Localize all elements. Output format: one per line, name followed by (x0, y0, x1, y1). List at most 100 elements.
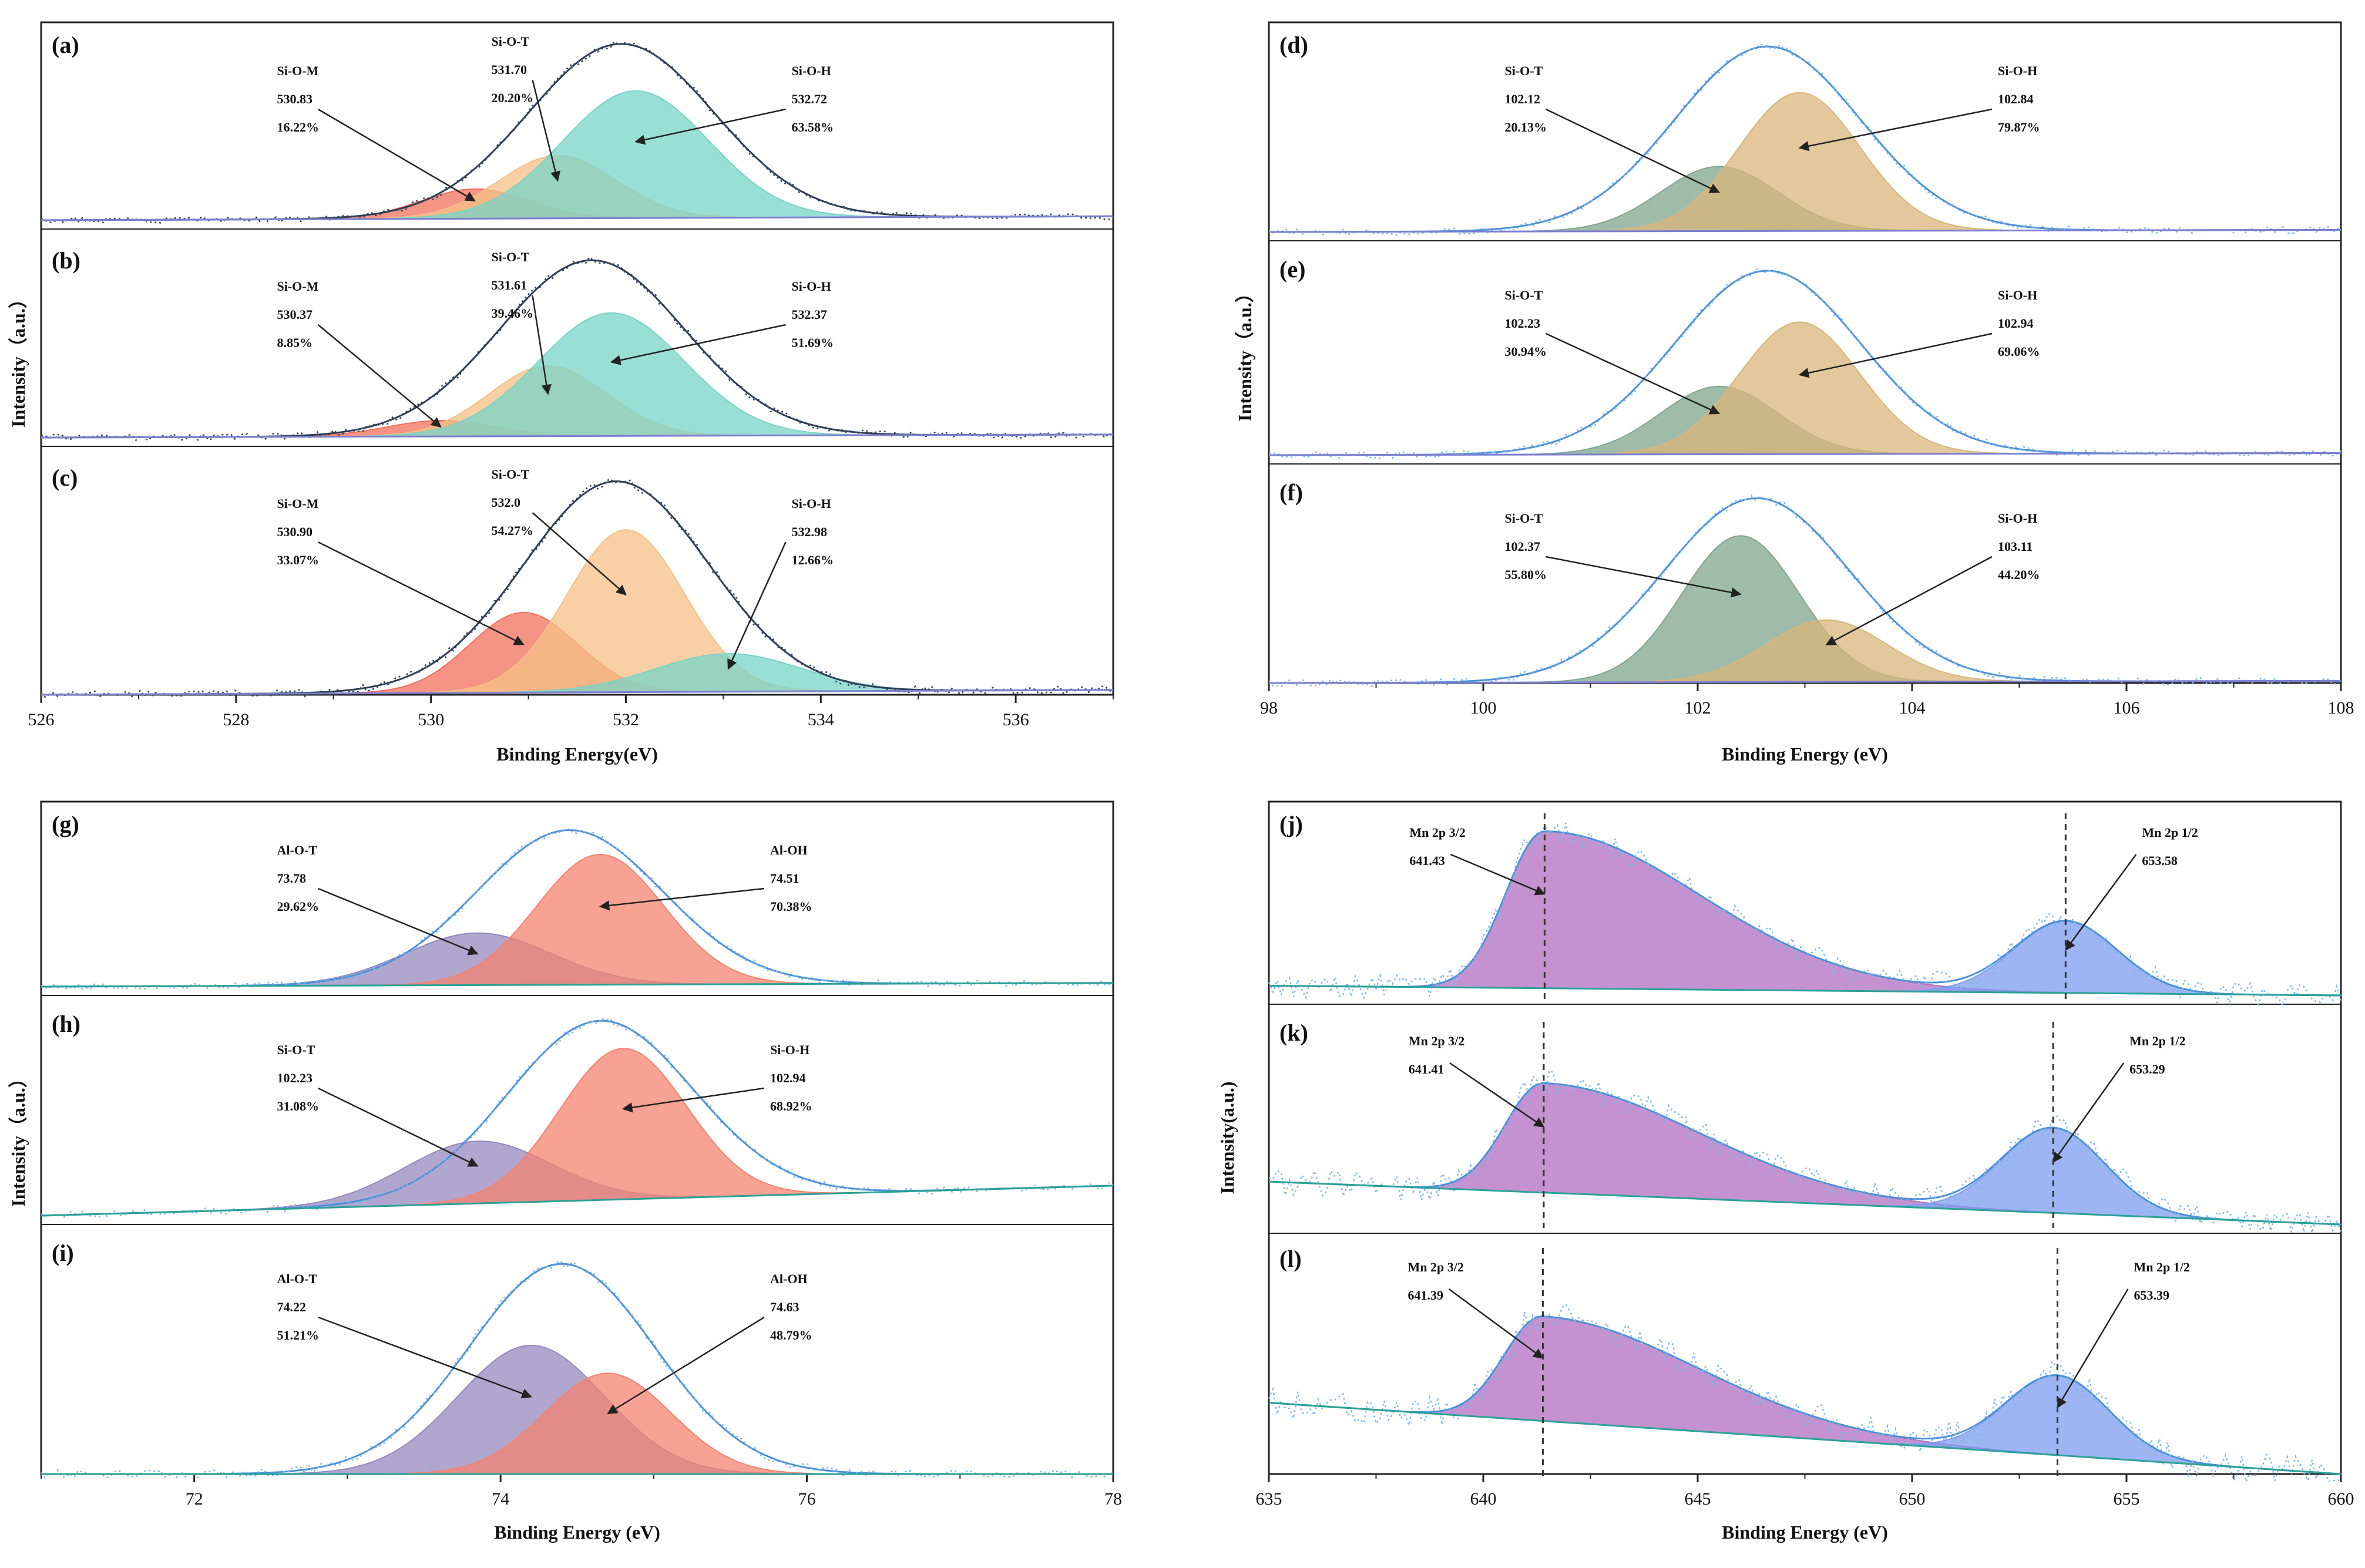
annotation-arrow (1798, 332, 1993, 378)
panel-j: (j) Mn 2p 3/2 641.43 Mn 2p 1/2 653.58 (1268, 811, 2342, 1008)
annotation-position: 653.39 (2134, 1288, 2169, 1303)
x-tick-label: 534 (808, 710, 834, 729)
panel-label: (h) (52, 1011, 80, 1037)
annotation-name: Al-OH (770, 843, 808, 857)
annotation-al-o-t: Al-O-T 74.22 51.21% (277, 1271, 532, 1399)
y-axis-title: Intensity（a.u.） (1234, 284, 1255, 422)
annotation-position: 74.51 (770, 871, 799, 886)
panel-g: (g) Al-O-T 73.78 29.62% Al-OH 74.51 70.38% (41, 811, 1114, 990)
annotation-position: 102.84 (1998, 92, 2034, 106)
annotation-name: Si-O-H (1998, 511, 2037, 526)
peak-si-o-h (1268, 321, 2342, 456)
annotation-percent: 16.22% (277, 120, 320, 134)
annotation-name: Si-O-H (1998, 288, 2037, 302)
peak-si-o-h (1268, 92, 2342, 233)
annotation-arrow (1449, 1062, 1545, 1128)
x-tick-label: 530 (418, 710, 444, 729)
panel-label: (g) (52, 811, 79, 837)
raw-data (41, 828, 1114, 990)
x-tick-label: 74 (492, 1489, 509, 1509)
chart-O1s: 526 528 530 532 534 536 Binding Energy(eV) Inte… (8, 21, 1114, 765)
annotation-arrow (317, 541, 525, 645)
annotation-position: 102.12 (1505, 92, 1541, 106)
annotation-percent: 20.13% (1505, 120, 1547, 134)
chart-Mn2p: 635 640 645 650 655 660 Binding Energy (eV) Int… (1217, 800, 2354, 1543)
annotation-position: 641.39 (1407, 1288, 1443, 1303)
raw-data (41, 1017, 1114, 1219)
annotation-si-o-m: Si-O-M 530.90 33.07% (277, 496, 525, 645)
raw-data (1268, 822, 2342, 1008)
chart-Al2p: 72 74 76 78 Binding Energy (eV) Intensity（a.u… (8, 800, 1122, 1543)
annotation-arrow (532, 295, 552, 395)
annotation-name: Si-O-H (1998, 63, 2037, 78)
annotation-name: Si-O-T (492, 467, 530, 482)
raw-data (41, 40, 1114, 224)
x-tick-label: 650 (1899, 1489, 1926, 1509)
x-tick-label: 536 (1003, 710, 1029, 729)
annotation-position: 102.23 (277, 1071, 313, 1085)
annotation-name: Si-O-T (1505, 288, 1543, 302)
annotation-percent: 30.94% (1505, 344, 1547, 359)
annotation-name: Si-O-T (1505, 63, 1543, 78)
annotation-arrow (2052, 1062, 2125, 1163)
fit-envelope (1268, 1315, 2342, 1475)
raw-data (1268, 1069, 2342, 1233)
annotation-percent: 44.20% (1998, 567, 2040, 582)
annotation-si-o-h: Si-O-H 102.94 68.92% (622, 1042, 812, 1113)
x-tick-label: 528 (223, 710, 249, 729)
annotation-percent: 48.79% (770, 1328, 812, 1342)
annotation-name: Si-O-H (770, 1042, 809, 1057)
x-tick-label: 106 (2114, 698, 2140, 718)
peak-al-oh (41, 854, 1114, 987)
annotation-si-o-m: Si-O-M 530.37 8.85% (277, 279, 442, 428)
y-axis-title: Intensity（a.u.） (8, 1069, 29, 1207)
annotation-percent: 39.46% (492, 306, 534, 321)
annotation-arrow (2065, 854, 2137, 951)
annotation-name: Si-O-H (792, 279, 831, 294)
baseline (1268, 1180, 2342, 1226)
annotation-arrow (1450, 853, 1546, 896)
annotation-percent: 51.21% (277, 1328, 320, 1342)
panel-label: (a) (52, 32, 79, 58)
annotation-al-oh: Al-OH 74.63 48.79% (607, 1271, 812, 1415)
annotation-name: Mn 2p 1/2 (2134, 1260, 2189, 1274)
panel-label: (b) (52, 247, 80, 274)
x-tick-label: 655 (2114, 1489, 2140, 1509)
panel-h: (h) Si-O-T 102.23 31.08% Si-O-H 102.94 68.92% (41, 1011, 1114, 1219)
annotation-percent: 54.27% (492, 523, 534, 538)
annotation-si-o-t: Si-O-T 102.23 31.08% (277, 1042, 479, 1167)
annotation-arrow (1448, 1288, 1544, 1359)
annotation-position: 530.83 (277, 92, 313, 106)
x-tick-label: 98 (1260, 698, 1278, 718)
annotation-name: Al-O-T (277, 1271, 318, 1286)
panel-l: (l) Mn 2p 3/2 641.39 Mn 2p 1/2 653.39 (1268, 1246, 2342, 1485)
panel-label: (k) (1279, 1019, 1308, 1046)
annotation-position: 641.43 (1409, 853, 1445, 868)
annotation-mn-2p-1/2: Mn 2p 1/2 653.39 (2056, 1248, 2190, 1478)
annotation-name: Si-O-M (277, 63, 319, 78)
annotation-arrow (610, 324, 786, 365)
annotation-arrow (622, 1087, 765, 1113)
annotation-arrow (1546, 556, 1742, 598)
peak-si-o-h (41, 312, 1114, 438)
annotation-percent: 69.06% (1998, 344, 2040, 359)
y-axis-title: Intensity（a.u.） (8, 290, 29, 428)
annotation-position: 532.0 (492, 495, 521, 510)
panel-label: (j) (1279, 811, 1303, 837)
baseline (41, 1185, 1114, 1217)
panel-label: (l) (1279, 1246, 1302, 1272)
annotation-position: 653.29 (2129, 1062, 2165, 1076)
panel-i: (i) Al-O-T 74.22 51.21% Al-OH 74.63 48.79% (41, 1240, 1114, 1479)
annotation-arrow (317, 1087, 479, 1167)
baseline (41, 982, 1114, 988)
annotation-si-o-h: Si-O-H 102.94 69.06% (1798, 288, 2040, 378)
annotation-position: 532.98 (792, 524, 828, 539)
x-tick-label: 100 (1470, 698, 1497, 718)
raw-data (41, 256, 1114, 442)
annotation-si-o-t: Si-O-T 531.61 39.46% (492, 250, 552, 395)
annotation-name: Mn 2p 3/2 (1409, 1034, 1464, 1048)
baseline (1268, 1402, 2342, 1475)
x-tick-label: 635 (1256, 1489, 1282, 1509)
raw-data (1268, 494, 2342, 687)
